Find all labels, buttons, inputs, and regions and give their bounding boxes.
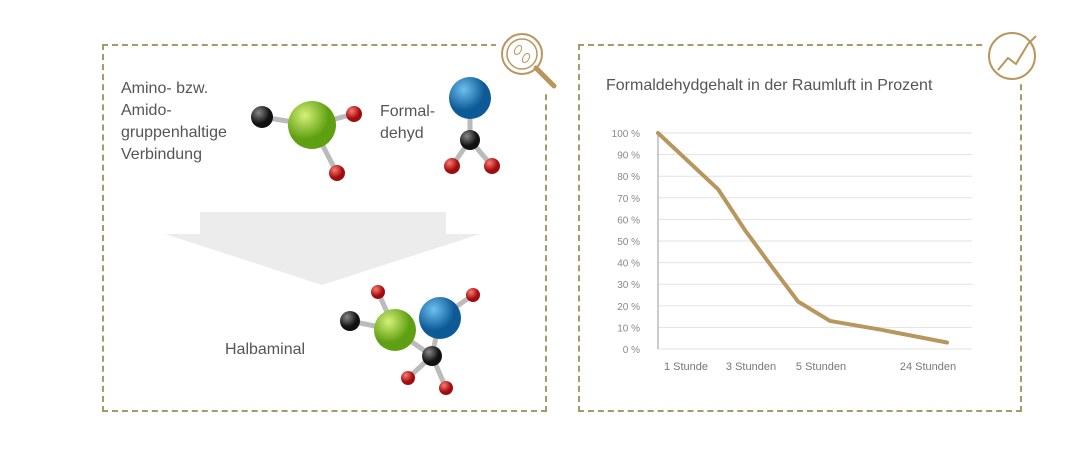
label-line: Verbindung [121, 146, 202, 163]
label-line: dehyd [380, 125, 424, 142]
chart-panel [578, 44, 1022, 412]
reaction-panel [102, 44, 547, 412]
chart-trend-icon [986, 28, 1042, 84]
label-line: gruppenhaltige [121, 124, 227, 141]
halbaminal-molecule [340, 285, 480, 395]
product-label: Halbaminal [225, 341, 306, 358]
label-line: Amino- bzw. [121, 80, 209, 97]
formaldehyde-molecule [444, 77, 500, 174]
magnifier-bacteria-icon [496, 28, 562, 92]
label-line: Formal- [380, 103, 436, 120]
reactant1-label: Amino- bzw. Amido- gruppenhaltige Verbin… [121, 78, 227, 166]
amine-molecule [251, 101, 362, 181]
label-line: Amido- [121, 102, 172, 119]
reaction-arrow [165, 212, 480, 285]
chart-title: Formaldehydgehalt in der Raumluft in Pro… [606, 77, 933, 94]
reactant2-label: Formal- dehyd [380, 101, 435, 145]
reaction-diagram [165, 77, 500, 395]
